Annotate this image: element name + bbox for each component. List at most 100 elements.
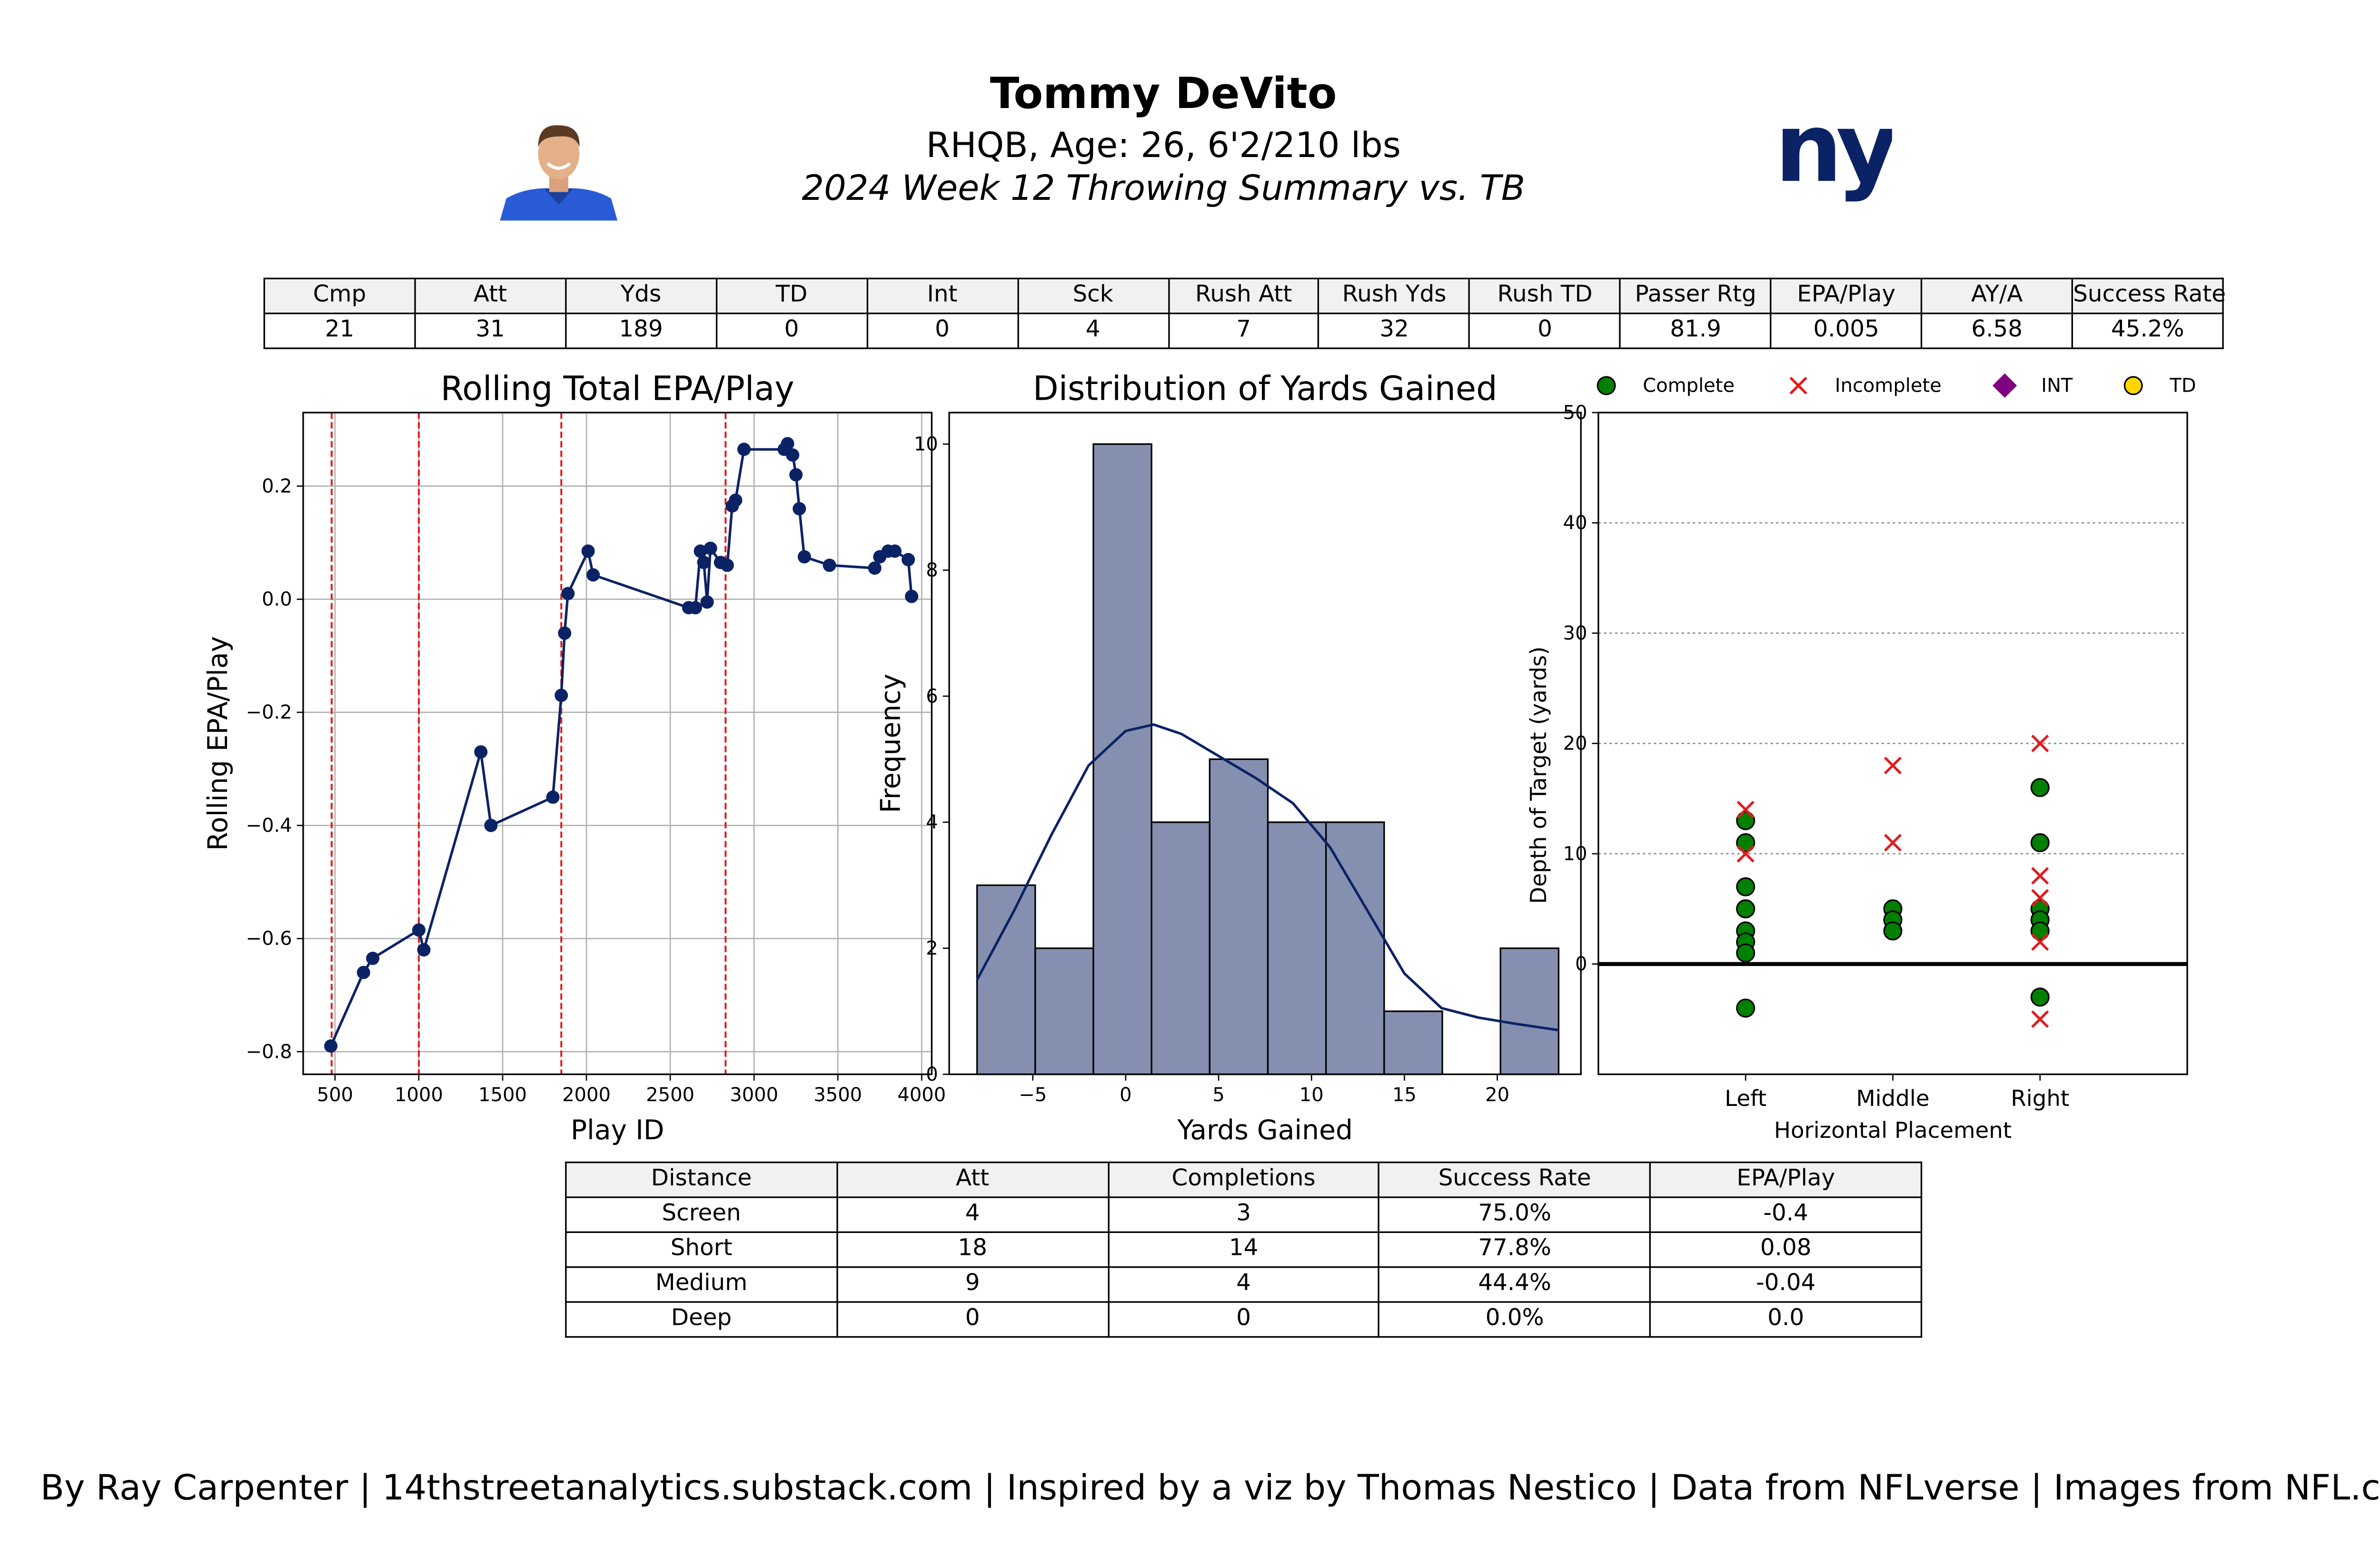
depth-x-tick-label: Left bbox=[1725, 1086, 1766, 1112]
stat-table-cell: 32 bbox=[1318, 312, 1471, 349]
hist-y-tick-label: 2 bbox=[926, 937, 938, 959]
distance-table-cell: 75.0% bbox=[1378, 1196, 1651, 1233]
epa-data-point bbox=[484, 819, 498, 832]
epa-y-axis-label: Rolling EPA/Play bbox=[202, 636, 234, 851]
stat-table-header-cell: Rush Att bbox=[1167, 277, 1320, 315]
epa-data-point bbox=[797, 550, 811, 564]
stat-table-header-cell: Rush TD bbox=[1468, 277, 1621, 315]
hist-x-tick-label: 5 bbox=[1212, 1084, 1224, 1106]
stat-table-header-cell: TD bbox=[715, 277, 868, 315]
stat-table-cell: 0 bbox=[866, 312, 1019, 349]
epa-data-point bbox=[546, 790, 560, 804]
histogram-bar bbox=[1150, 821, 1211, 1075]
distance-table-cell: 4 bbox=[836, 1196, 1109, 1233]
depth-y-tick-label: 0 bbox=[1575, 953, 1587, 975]
epa-x-tick-label: 2500 bbox=[646, 1084, 694, 1106]
legend-label: TD bbox=[2169, 375, 2196, 397]
distance-table-cell: 3 bbox=[1107, 1196, 1380, 1233]
stat-table-cell: 0 bbox=[1468, 312, 1621, 349]
team-logo: ny bbox=[1775, 114, 1892, 204]
epa-x-axis-label: Play ID bbox=[571, 1114, 664, 1146]
legend-complete-symbol bbox=[1597, 376, 1616, 395]
epa-data-point bbox=[561, 587, 575, 601]
player-headshot-image bbox=[500, 125, 618, 221]
epa-data-point bbox=[357, 966, 370, 979]
depth-x-axis-label: Horizontal Placement bbox=[1774, 1118, 2012, 1144]
epa-data-point bbox=[412, 923, 426, 937]
distance-table-cell: Screen bbox=[565, 1196, 838, 1233]
stat-table-header-cell: Att bbox=[414, 277, 566, 315]
epa-x-tick-label: 1000 bbox=[395, 1084, 443, 1106]
epa-data-point bbox=[366, 951, 380, 965]
yards-distribution-chart: −5 0 5 10 15 20 0 2 4 6 8 10 Distribution of Yards G… bbox=[875, 369, 1582, 1146]
player-info: RHQB, Age: 26, 6'2/210 lbs bbox=[926, 127, 1401, 167]
hist-chart-title: Distribution of Yards Gained bbox=[1033, 369, 1497, 408]
epa-y-tick-label: −0.8 bbox=[246, 1041, 292, 1063]
epa-x-tick-label: 4000 bbox=[897, 1084, 946, 1106]
distance-table-cell: -0.04 bbox=[1649, 1266, 1923, 1303]
hist-y-tick-label: 4 bbox=[926, 811, 938, 833]
depth-x-tick-label: Middle bbox=[1856, 1086, 1929, 1112]
depth-plot-frame bbox=[1597, 412, 2188, 1075]
hist-y-tick-label: 10 bbox=[914, 434, 938, 455]
incomplete-marker bbox=[1736, 845, 1755, 863]
epa-data-point bbox=[902, 552, 915, 567]
hist-x-tick-label: 15 bbox=[1392, 1084, 1417, 1106]
epa-x-tick-label: 2000 bbox=[562, 1084, 611, 1106]
histogram-bar bbox=[1267, 821, 1327, 1075]
epa-data-point bbox=[823, 558, 836, 572]
stat-table-header-cell: Success Rate bbox=[2071, 277, 2226, 315]
stat-table-header-cell: Cmp bbox=[263, 277, 416, 315]
legend-label: Complete bbox=[1643, 375, 1735, 397]
distance-table-header-cell: Completions bbox=[1107, 1161, 1380, 1198]
stat-table-header-row: Cmp Att Yds TD Int Sck Rush Att Rush Yds Rush TD… bbox=[263, 277, 2226, 315]
incomplete-marker bbox=[1884, 757, 1902, 775]
legend-label: Incomplete bbox=[1835, 375, 1942, 397]
rolling-epa-chart: 500 1000 1500 2000 2500 3000 3500 4000 −0.8 −0.6 −… bbox=[202, 369, 946, 1146]
incomplete-marker bbox=[1884, 834, 1902, 852]
histogram-bar bbox=[1034, 947, 1094, 1075]
stat-table-header-cell: Passer Rtg bbox=[1619, 277, 1772, 315]
complete-marker bbox=[1736, 899, 1755, 918]
distance-table-header-cell: EPA/Play bbox=[1649, 1161, 1923, 1198]
epa-data-point bbox=[793, 502, 806, 516]
stat-table-cell: 0 bbox=[715, 312, 868, 349]
epa-data-point bbox=[704, 542, 717, 555]
complete-marker bbox=[1736, 998, 1755, 1018]
distance-table-cell: 0.08 bbox=[1649, 1231, 1923, 1268]
depth-y-tick-label: 10 bbox=[1563, 843, 1587, 865]
incomplete-marker bbox=[2031, 867, 2049, 885]
complete-marker bbox=[1883, 921, 1903, 941]
hist-x-axis-label: Yards Gained bbox=[1177, 1114, 1353, 1146]
hist-plot-frame bbox=[948, 412, 1582, 1075]
distance-table-cell: 18 bbox=[836, 1231, 1109, 1268]
legend-label: INT bbox=[2041, 375, 2073, 397]
legend-int-symbol bbox=[1992, 373, 2017, 398]
stat-table-cell: 21 bbox=[263, 312, 416, 349]
complete-marker bbox=[2030, 833, 2050, 852]
hist-x-tick-label: 10 bbox=[1299, 1084, 1324, 1106]
distance-table-cell: 44.4% bbox=[1378, 1266, 1651, 1303]
epa-data-point bbox=[786, 448, 800, 462]
epa-plot-frame bbox=[302, 412, 933, 1075]
distance-table-header-cell: Success Rate bbox=[1378, 1161, 1651, 1198]
epa-data-point bbox=[474, 745, 488, 759]
epa-data-point bbox=[700, 595, 714, 609]
complete-marker bbox=[2030, 987, 2050, 1007]
distance-table-row: Deep 0 0 0.0% 0.0 bbox=[565, 1301, 1923, 1338]
distance-table-cell: 0.0 bbox=[1649, 1301, 1923, 1338]
stat-table-header-cell: Yds bbox=[565, 277, 717, 315]
epa-data-point bbox=[586, 568, 600, 582]
target-depth-chart: 0 10 20 30 40 50 Left Middle Right Horizontal Pla… bbox=[1526, 373, 2196, 1144]
complete-marker bbox=[1736, 943, 1755, 963]
hist-x-tick-label: 0 bbox=[1120, 1084, 1131, 1106]
depth-y-tick-label: 30 bbox=[1563, 622, 1587, 644]
hist-y-tick-label: 6 bbox=[926, 685, 938, 707]
distance-table-cell: 0 bbox=[836, 1301, 1109, 1338]
stat-table-cell: 189 bbox=[565, 312, 717, 349]
distance-table-cell: 77.8% bbox=[1378, 1231, 1651, 1268]
complete-marker bbox=[1736, 833, 1755, 852]
histogram-bar bbox=[1092, 443, 1152, 1075]
epa-data-point bbox=[697, 555, 711, 569]
